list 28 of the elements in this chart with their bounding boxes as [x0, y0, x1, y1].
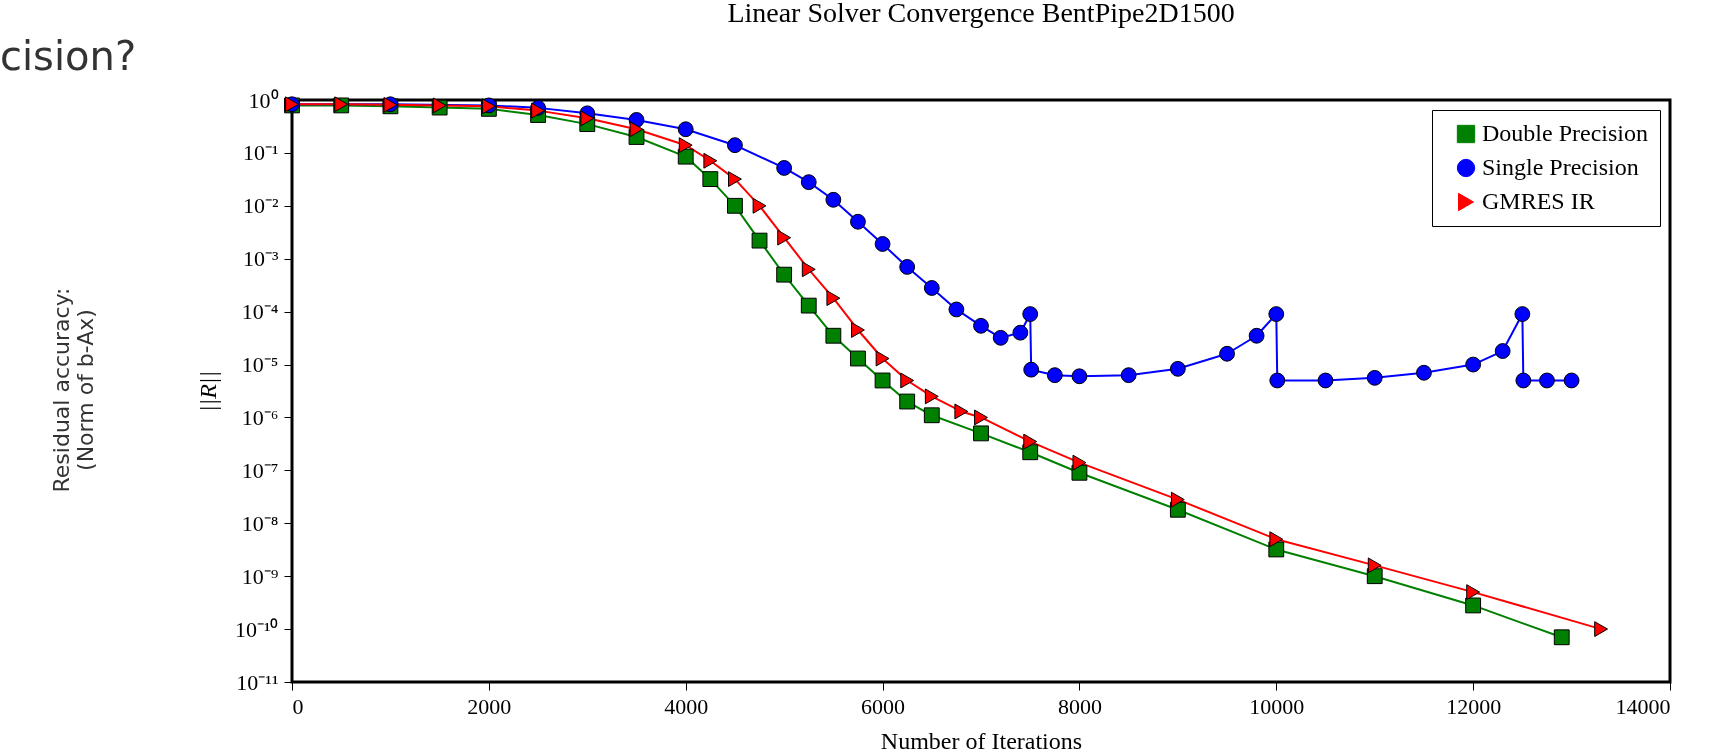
- y-tick-label: 10⁻⁴: [241, 299, 279, 325]
- y-tick-label: 10⁻⁶: [241, 404, 279, 430]
- legend-label: Single Precision: [1482, 154, 1639, 180]
- y-tick-label: 10⁰: [248, 87, 279, 113]
- text: Residual accuracy: (Norm of b-Ax): [49, 287, 98, 493]
- y-axis-title: ||R||: [194, 370, 221, 413]
- y-tick-label: 10⁻³: [242, 246, 279, 272]
- text: cision?: [0, 33, 137, 79]
- y-tick-label: 10⁻⁹: [241, 563, 279, 589]
- x-tick-label: 12000: [1446, 693, 1502, 719]
- x-tick-label: 6000: [861, 693, 906, 719]
- y-tick-label: 10⁻⁸: [241, 510, 279, 536]
- legend-label: Double Precision: [1482, 120, 1648, 146]
- x-tick-label: 8000: [1057, 693, 1102, 719]
- x-tick-label: 14000: [1615, 693, 1671, 719]
- x-tick-label: 0: [292, 693, 304, 719]
- x-axis-title: Number of Iterations: [880, 727, 1083, 754]
- x-tick-label: 4000: [664, 693, 709, 719]
- chart-title: Linear Solver Convergence BentPipe2D1500: [727, 0, 1235, 28]
- x-tick-label: 2000: [467, 693, 512, 719]
- legend-label: GMRES IR: [1482, 188, 1595, 214]
- y-tick-label: 10⁻¹: [242, 140, 279, 166]
- y-tick-label: 10⁻¹⁰: [234, 616, 279, 642]
- y-tick-label: 10⁻⁵: [241, 352, 279, 378]
- y-tick-label: 10⁻¹¹: [236, 669, 279, 695]
- y-tick-label: 10⁻⁷: [241, 457, 279, 483]
- y-tick-label: 10⁻²: [242, 193, 279, 219]
- x-tick-label: 10000: [1249, 693, 1305, 719]
